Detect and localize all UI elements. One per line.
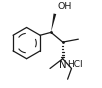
- Polygon shape: [51, 13, 56, 32]
- Text: OH: OH: [58, 2, 72, 11]
- Text: HCl: HCl: [68, 60, 83, 69]
- Text: N: N: [59, 60, 67, 70]
